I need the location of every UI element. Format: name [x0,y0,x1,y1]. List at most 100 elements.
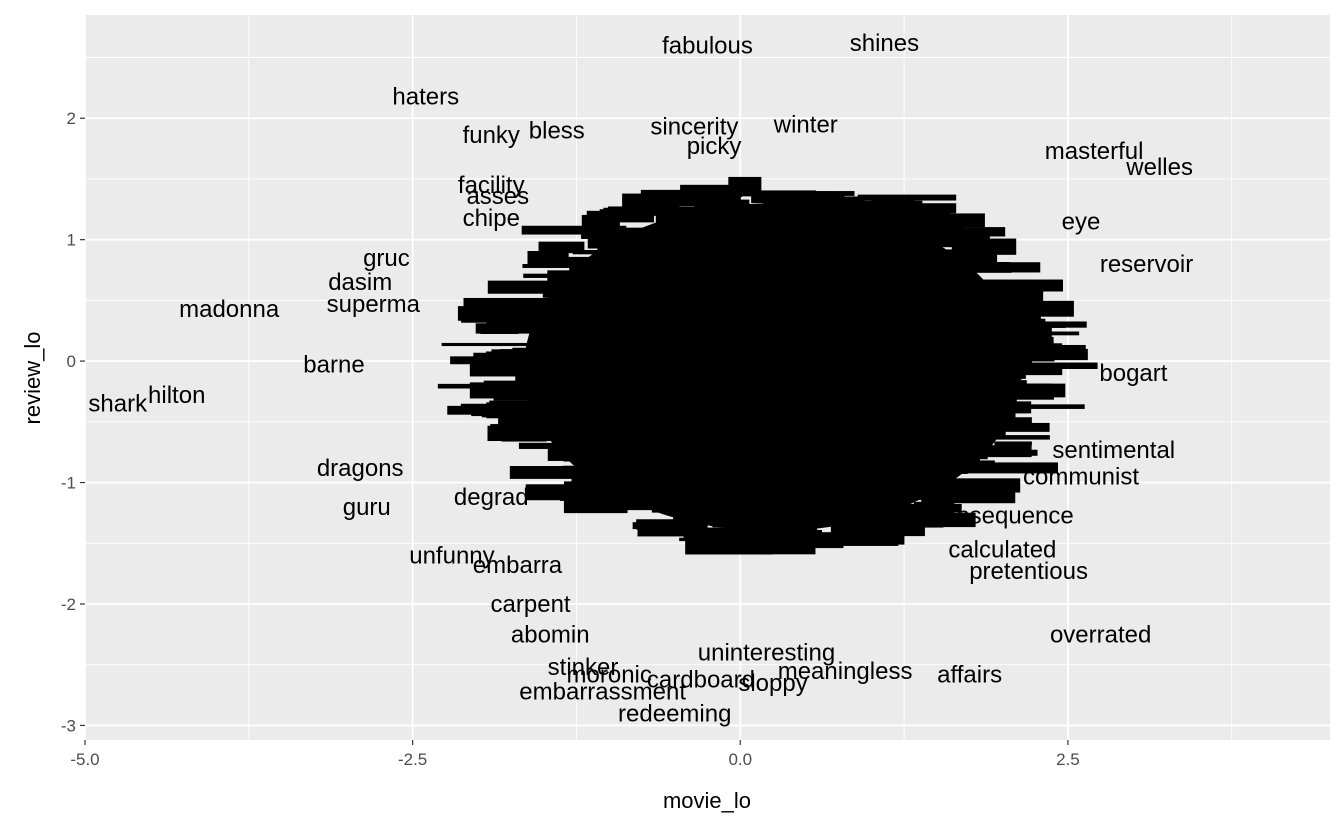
y-tick-label: -2 [61,595,76,614]
dense-core-fragment [842,456,916,466]
x-tick-label: -5.0 [70,750,99,769]
dense-core-fragment [945,284,1044,302]
y-tick-label: 0 [67,352,76,371]
word-label: embarrassment [519,678,686,705]
word-label: funky [463,122,520,149]
word-label: communist [1023,463,1139,490]
word-label: overrated [1050,621,1151,648]
dense-core-fragment [817,518,867,523]
dense-core-fragment [741,513,833,524]
dense-core-fragment [915,384,1028,388]
dense-core-fragment [574,228,681,233]
dense-core-fragment [728,176,762,192]
dense-core-fragment [563,448,668,462]
dense-core-fragment [586,210,687,216]
word-label: shark [88,391,148,418]
word-label: affairs [937,661,1002,688]
word-label: chipe [463,205,520,232]
word-label: welles [1125,154,1193,181]
dense-core-fragment [689,477,789,488]
x-tick-label: 0.0 [728,750,752,769]
dense-core-fragment [904,427,1006,440]
word-label: bogart [1099,360,1167,387]
dense-core-fragment [888,490,929,494]
dense-core-fragment [532,333,607,341]
word-label: calculated [948,536,1056,563]
y-tick-label: 1 [67,231,76,250]
dense-core-fragment [993,315,1041,325]
dense-core-fragment [563,481,633,496]
word-label: moronic [567,661,652,688]
dense-core-fragment [872,204,907,212]
dense-core-fragment [895,304,982,312]
word-label: superma [327,291,421,318]
word-label: fabulous [662,32,753,59]
dense-core-fragment [751,190,816,203]
word-label: dragons [317,455,404,482]
dense-core-fragment [581,214,620,227]
word-label: picky [687,133,742,160]
dense-core-fragment [577,296,655,311]
dense-core-fragment [924,333,1006,339]
y-tick-label: -3 [61,716,76,735]
y-tick-label: -1 [61,474,76,493]
dense-core-fragment [1011,348,1088,361]
dense-core-fragment [821,469,931,478]
word-label: asses [466,183,529,210]
dense-core-fragment [894,271,935,278]
dense-core-fragment [893,250,977,256]
dense-core-fragment [965,404,1085,409]
dense-core-fragment [651,503,747,513]
dense-core-fragment [580,437,648,442]
dense-core-fragment [929,345,1044,354]
word-label: uninteresting [698,640,835,667]
x-tick-label: 2.5 [1056,750,1080,769]
dense-core-fragment [614,270,648,277]
dense-core-fragment [521,225,627,235]
word-label: sentimental [1052,437,1175,464]
dense-core-fragment [475,323,565,334]
dense-core-fragment [655,208,741,224]
dense-core-fragment [485,351,543,360]
dense-core-fragment [826,219,865,226]
dense-core-fragment [572,433,639,437]
word-label: madonna [179,296,280,323]
word-label: masterful [1045,138,1144,165]
dense-core-fragment [904,446,946,454]
y-tick-label: 2 [67,109,76,128]
word-label: sloppy [738,670,807,697]
dense-core-fragment [632,522,681,530]
word-label: reservoir [1100,251,1193,278]
dense-core-fragment [885,281,941,291]
x-axis-title: movie_lo [663,788,751,813]
dense-core-fragment [1021,324,1052,340]
dense-core-fragment [949,462,1058,474]
dense-core-fragment [994,441,1032,446]
word-label: consequence [931,502,1074,529]
dense-core-fragment [518,442,586,449]
word-label: redeeming [618,700,731,727]
dense-core-fragment [914,390,1019,394]
dense-core-fragment [539,326,601,333]
dense-label-cluster [437,176,1098,555]
dense-core-fragment [989,300,1074,317]
dense-core-fragment [933,415,978,426]
dense-core-fragment [791,486,906,503]
dense-core-fragment [542,435,595,441]
dense-core-fragment [933,372,1009,380]
dense-core-fragment [910,227,1006,237]
dense-core-fragment [578,420,634,432]
dense-core-fragment [966,333,1001,338]
word-label: embarra [473,552,563,579]
dense-core-fragment [807,238,870,248]
dense-core-fragment [903,456,980,465]
word-label: eye [1062,208,1101,235]
dense-core-fragment [871,196,915,206]
x-axis: -5.0 -2.5 0.0 2.5 [70,740,1080,769]
dense-core-fragment [558,256,599,265]
dense-core-fragment [830,521,882,537]
dense-core-fragment [969,445,1032,458]
word-label: abomin [511,621,590,648]
